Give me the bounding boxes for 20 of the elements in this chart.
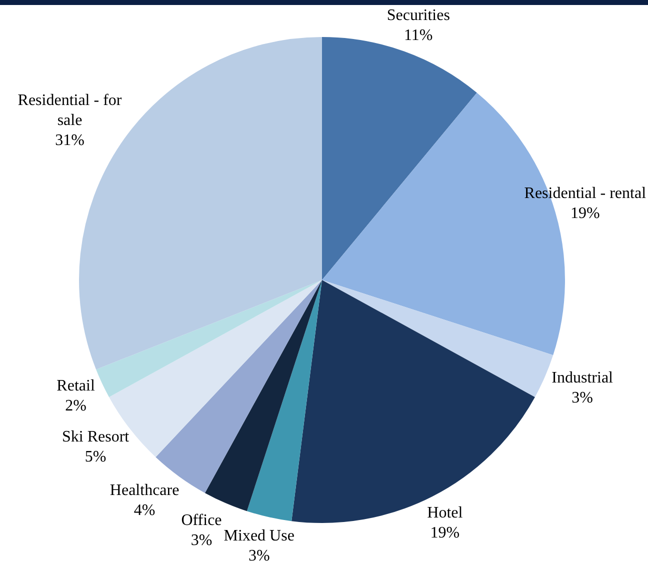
slice-label: Office [181, 512, 222, 529]
data-label: 31% [55, 132, 84, 150]
slice-label: Industrial [552, 370, 614, 387]
slice-label: Residential - rental [524, 185, 647, 202]
slice-label: Ski Resort [62, 428, 130, 446]
data-label: 5% [84, 448, 106, 466]
data-label: 19% [430, 524, 460, 542]
slice-label: Healthcare [110, 482, 180, 500]
slice-label: Hotel [427, 504, 464, 522]
data-label: 3% [248, 548, 270, 565]
data-label: 19% [570, 205, 600, 222]
data-label: 2% [65, 397, 86, 414]
data-label: 3% [572, 390, 593, 407]
slice-label: Mixed Use [224, 528, 294, 545]
data-label: 11% [404, 27, 433, 44]
slice-label: Retail [56, 377, 96, 394]
data-label: 3% [190, 532, 212, 549]
slice-label: Securities [386, 7, 450, 24]
data-label: 4% [134, 502, 156, 520]
slice-label: Residential - for sale [18, 92, 122, 130]
